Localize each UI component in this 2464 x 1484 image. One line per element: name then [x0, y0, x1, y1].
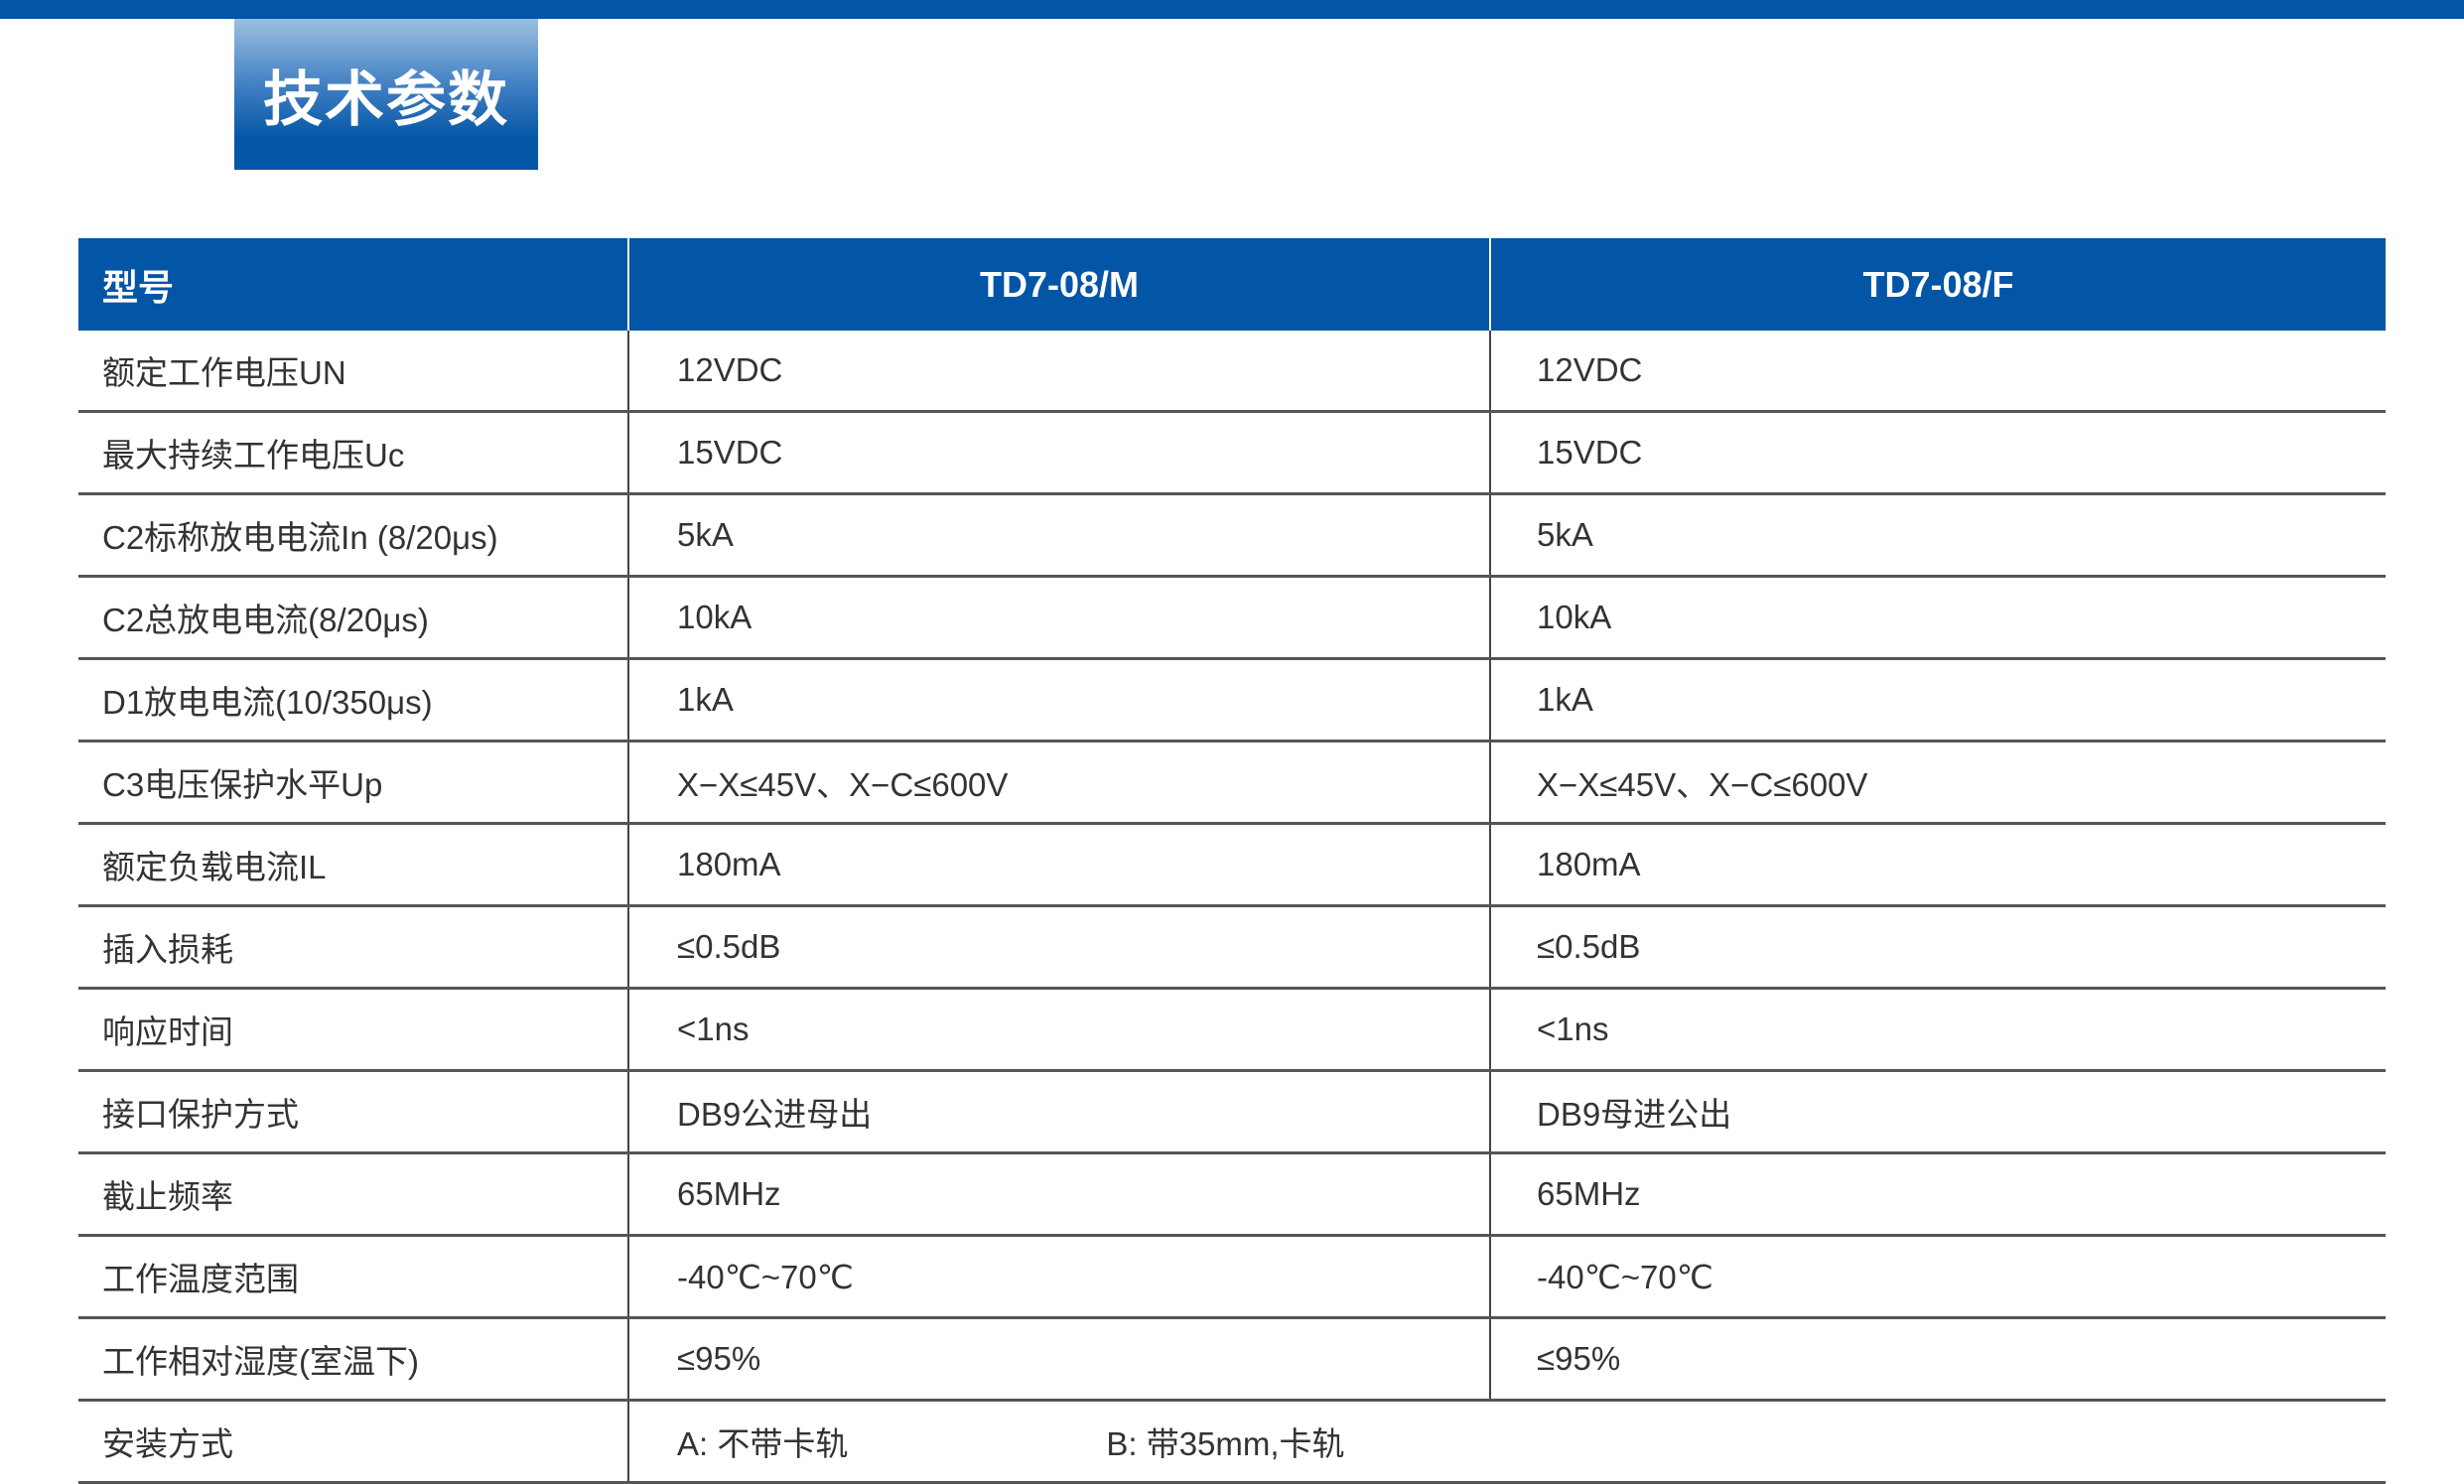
value-td7-08-m: 10kA: [628, 576, 1491, 660]
value-td7-08-f: <1ns: [1490, 988, 2386, 1072]
value-td7-08-f: 10kA: [1490, 576, 2386, 660]
table-row: 工作温度范围 -40℃~70℃ -40℃~70℃: [78, 1235, 2386, 1319]
table-row: D1放电电流(10/350μs) 1kA 1kA: [78, 658, 2386, 742]
table-row: 截止频率 65MHz 65MHz: [78, 1152, 2386, 1237]
value-td7-08-m: 15VDC: [628, 411, 1491, 495]
param-name: 最大持续工作电压Uc: [78, 411, 629, 495]
value-td7-08-m: ≤95%: [628, 1317, 1491, 1402]
table-row: 额定负载电流IL 180mA 180mA: [78, 823, 2386, 907]
value-td7-08-f: 15VDC: [1490, 411, 2386, 495]
value-td7-08-m: DB9公进母出: [628, 1070, 1491, 1154]
value-td7-08-f: -40℃~70℃: [1490, 1235, 2386, 1319]
param-name: 安装方式: [78, 1400, 629, 1484]
value-td7-08-f: ≤0.5dB: [1490, 905, 2386, 990]
install-options: A: 不带卡轨 B: 带35mm,卡轨: [628, 1400, 2386, 1484]
param-name: C2总放电电流(8/20μs): [78, 576, 629, 660]
table-row: 最大持续工作电压Uc 15VDC 15VDC: [78, 411, 2386, 495]
table-row: C2标称放电电流In (8/20μs) 5kA 5kA: [78, 493, 2386, 578]
param-name: 插入损耗: [78, 905, 629, 990]
param-name: 截止频率: [78, 1152, 629, 1237]
table-row: 接口保护方式 DB9公进母出 DB9母进公出: [78, 1070, 2386, 1154]
top-banner-bar: [0, 0, 2464, 19]
value-td7-08-f: X−X≤45V、X−C≤600V: [1490, 741, 2386, 825]
value-td7-08-f: 1kA: [1490, 658, 2386, 742]
section-title-box: 技术参数: [234, 19, 538, 170]
table-row: 工作相对湿度(室温下) ≤95% ≤95%: [78, 1317, 2386, 1402]
value-td7-08-m: X−X≤45V、X−C≤600V: [628, 741, 1491, 825]
header-td7-08-m: TD7-08/M: [628, 238, 1491, 331]
header-row: 型号 TD7-08/M TD7-08/F: [78, 238, 2386, 331]
value-td7-08-m: -40℃~70℃: [628, 1235, 1491, 1319]
param-name: 工作温度范围: [78, 1235, 629, 1319]
param-name: 额定工作电压UN: [78, 331, 629, 413]
value-td7-08-f: 65MHz: [1490, 1152, 2386, 1237]
value-td7-08-m: 65MHz: [628, 1152, 1491, 1237]
value-td7-08-m: 12VDC: [628, 331, 1491, 413]
param-name: 响应时间: [78, 988, 629, 1072]
install-option-a: A: 不带卡轨: [677, 1425, 849, 1462]
value-td7-08-f: 12VDC: [1490, 331, 2386, 413]
value-td7-08-m: 180mA: [628, 823, 1491, 907]
param-name: 额定负载电流IL: [78, 823, 629, 907]
param-name: D1放电电流(10/350μs): [78, 658, 629, 742]
table-row: 额定工作电压UN 12VDC 12VDC: [78, 331, 2386, 413]
header-td7-08-f: TD7-08/F: [1490, 238, 2386, 331]
table-row: 插入损耗 ≤0.5dB ≤0.5dB: [78, 905, 2386, 990]
table-row: C2总放电电流(8/20μs) 10kA 10kA: [78, 576, 2386, 660]
value-td7-08-f: DB9母进公出: [1490, 1070, 2386, 1154]
table-row: 响应时间 <1ns <1ns: [78, 988, 2386, 1072]
table-row-install: 安装方式 A: 不带卡轨 B: 带35mm,卡轨: [78, 1400, 2386, 1484]
table-row: C3电压保护水平Up X−X≤45V、X−C≤600V X−X≤45V、X−C≤60…: [78, 741, 2386, 825]
value-td7-08-m: <1ns: [628, 988, 1491, 1072]
param-name: C3电压保护水平Up: [78, 741, 629, 825]
install-option-b: B: 带35mm,卡轨: [1106, 1425, 1345, 1462]
section-title: 技术参数: [263, 66, 509, 133]
value-td7-08-m: ≤0.5dB: [628, 905, 1491, 990]
param-name: C2标称放电电流In (8/20μs): [78, 493, 629, 578]
spec-table: 型号 TD7-08/M TD7-08/F 额定工作电压UN 12VDC 12VDC 最…: [78, 238, 2386, 1484]
value-td7-08-m: 1kA: [628, 658, 1491, 742]
value-td7-08-f: 180mA: [1490, 823, 2386, 907]
value-td7-08-f: ≤95%: [1490, 1317, 2386, 1402]
param-name: 接口保护方式: [78, 1070, 629, 1154]
header-model: 型号: [78, 238, 629, 331]
param-name: 工作相对湿度(室温下): [78, 1317, 629, 1402]
value-td7-08-f: 5kA: [1490, 493, 2386, 578]
value-td7-08-m: 5kA: [628, 493, 1491, 578]
